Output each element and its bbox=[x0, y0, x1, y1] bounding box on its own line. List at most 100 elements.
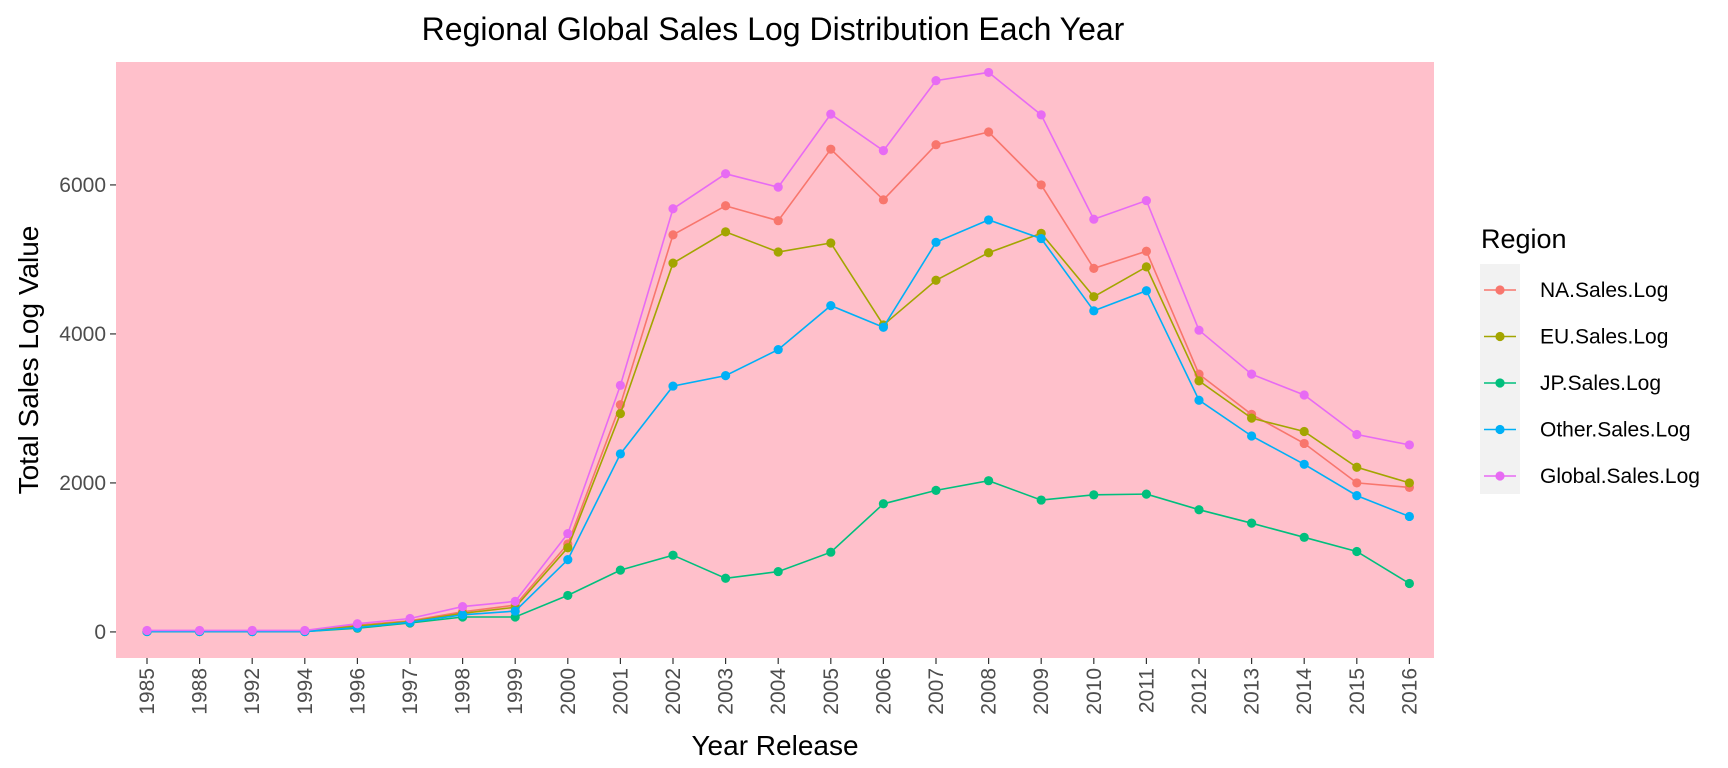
data-point bbox=[721, 227, 731, 237]
data-point bbox=[878, 499, 889, 509]
x-tick-label: 2016 bbox=[1398, 668, 1421, 715]
y-tick-label: 2000 bbox=[59, 472, 106, 495]
x-tick-label: 2001 bbox=[609, 668, 632, 715]
data-point bbox=[1194, 395, 1204, 405]
data-point bbox=[1352, 546, 1362, 557]
data-point bbox=[142, 625, 152, 636]
data-point bbox=[1352, 462, 1362, 472]
legend-key-point bbox=[1495, 378, 1505, 388]
data-point bbox=[1404, 478, 1414, 488]
data-point bbox=[615, 565, 626, 575]
data-point bbox=[1089, 214, 1099, 224]
data-point bbox=[984, 127, 994, 137]
data-point bbox=[721, 573, 731, 583]
legend-item: NA.Sales.Log bbox=[1484, 279, 1668, 302]
data-point bbox=[1247, 369, 1257, 379]
data-point bbox=[773, 566, 783, 577]
data-point bbox=[615, 449, 626, 459]
x-tick-label: 1999 bbox=[504, 668, 527, 715]
x-tick-label: 1992 bbox=[241, 668, 264, 715]
data-point bbox=[1141, 195, 1151, 206]
data-point bbox=[773, 216, 783, 226]
legend-label: NA.Sales.Log bbox=[1540, 279, 1668, 302]
data-point bbox=[668, 204, 678, 214]
legend-item: Global.Sales.Log bbox=[1484, 465, 1700, 488]
data-point bbox=[984, 67, 994, 78]
x-tick-label: 2015 bbox=[1346, 668, 1369, 715]
x-tick-label: 1988 bbox=[189, 668, 212, 715]
data-point bbox=[773, 344, 783, 355]
data-point bbox=[826, 547, 836, 557]
legend-label: Global.Sales.Log bbox=[1540, 465, 1700, 488]
data-point bbox=[826, 144, 836, 154]
x-tick-label: 1994 bbox=[294, 668, 317, 715]
data-point bbox=[1194, 325, 1204, 335]
data-point bbox=[1404, 511, 1414, 522]
x-tick-label: 2009 bbox=[1030, 668, 1053, 715]
data-point bbox=[352, 619, 362, 629]
data-point bbox=[1352, 478, 1362, 488]
data-point bbox=[1299, 426, 1309, 437]
legend-key-point bbox=[1495, 424, 1505, 435]
y-axis-title: Total Sales Log Value bbox=[13, 226, 44, 495]
data-point bbox=[878, 322, 889, 332]
legend-key-point bbox=[1495, 285, 1505, 295]
data-point bbox=[1141, 286, 1151, 296]
data-point bbox=[721, 169, 731, 179]
x-tick-label: 2000 bbox=[557, 668, 580, 715]
plot-panel bbox=[116, 62, 1434, 658]
data-point bbox=[668, 550, 678, 560]
data-point bbox=[931, 275, 941, 285]
data-point bbox=[1036, 110, 1046, 120]
data-point bbox=[721, 201, 731, 211]
x-tick-label: 1996 bbox=[346, 668, 369, 715]
x-tick-label: 2008 bbox=[978, 668, 1001, 715]
data-point bbox=[1036, 233, 1046, 244]
legend-key-point bbox=[1495, 471, 1505, 481]
x-tick-label: 2012 bbox=[1188, 668, 1211, 715]
x-tick-label: 2002 bbox=[662, 668, 685, 715]
data-point bbox=[1036, 495, 1046, 505]
x-tick-label: 2007 bbox=[925, 668, 948, 715]
data-point bbox=[1036, 180, 1046, 190]
data-point bbox=[668, 258, 678, 268]
data-point bbox=[984, 215, 994, 225]
x-tick-label: 1997 bbox=[399, 668, 422, 715]
data-point bbox=[931, 140, 941, 150]
data-point bbox=[1404, 440, 1414, 450]
data-point bbox=[1352, 490, 1362, 501]
data-point bbox=[1247, 431, 1257, 441]
legend-key-point bbox=[1495, 331, 1505, 342]
x-tick-label: 2004 bbox=[767, 668, 790, 715]
data-point bbox=[1247, 413, 1257, 423]
data-point bbox=[773, 247, 783, 257]
data-point bbox=[878, 146, 889, 156]
data-point bbox=[668, 381, 678, 391]
legend-label: Other.Sales.Log bbox=[1540, 419, 1691, 442]
data-point bbox=[1089, 263, 1099, 273]
data-point bbox=[615, 380, 626, 390]
data-point bbox=[1352, 429, 1362, 440]
data-point bbox=[826, 109, 836, 119]
data-point bbox=[931, 76, 941, 86]
legend: Region NA.Sales.Log EU.Sales.Log JP.Sales.… bbox=[1480, 224, 1700, 494]
x-tick-label: 2010 bbox=[1083, 668, 1106, 715]
x-tick-label: 2006 bbox=[872, 668, 895, 715]
data-point bbox=[563, 528, 573, 539]
data-point bbox=[405, 613, 415, 624]
data-point bbox=[195, 625, 205, 636]
x-tick-label: 2003 bbox=[715, 668, 738, 715]
x-tick-label: 2011 bbox=[1135, 668, 1158, 713]
y-axis: 0 2000 4000 6000 bbox=[59, 174, 116, 644]
data-point bbox=[1089, 306, 1099, 316]
data-point bbox=[931, 485, 941, 495]
legend-item: EU.Sales.Log bbox=[1484, 326, 1668, 349]
x-tick-label: 1998 bbox=[452, 668, 475, 715]
y-tick-label: 0 bbox=[94, 621, 106, 644]
data-point bbox=[1299, 438, 1309, 449]
legend-item: JP.Sales.Log bbox=[1484, 372, 1661, 395]
data-point bbox=[615, 409, 626, 419]
data-point bbox=[563, 590, 573, 601]
x-axis-title: Year Release bbox=[691, 730, 858, 761]
data-point bbox=[1141, 246, 1151, 256]
